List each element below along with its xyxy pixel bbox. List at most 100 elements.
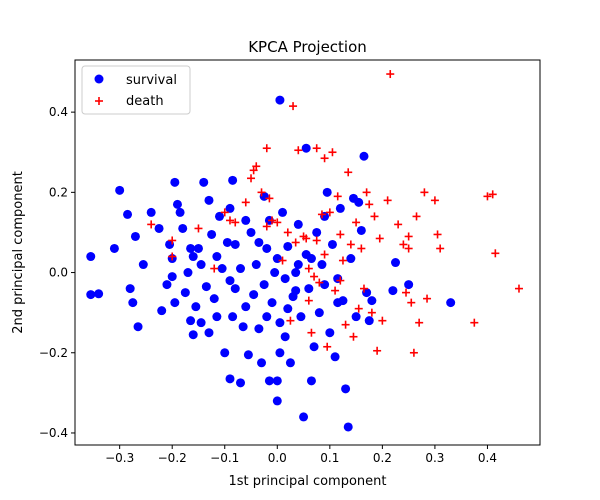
survival-point (225, 203, 235, 213)
y-axis-label: 2nd principal component (11, 171, 26, 334)
survival-point (359, 151, 369, 161)
death-point (415, 318, 424, 327)
death-point (436, 244, 445, 253)
survival-point (341, 384, 351, 394)
survival-point (207, 229, 217, 239)
death-point (310, 272, 319, 281)
survival-point (228, 312, 238, 322)
survival-point (193, 243, 203, 253)
death-point (412, 212, 421, 221)
death-point (375, 234, 384, 243)
death-point (373, 346, 382, 355)
survival-point (356, 225, 366, 235)
death-point (317, 210, 326, 219)
death-point (168, 252, 177, 261)
x-tick-label: 0.0 (268, 451, 287, 465)
death-point (365, 200, 374, 209)
death-point (346, 240, 355, 249)
survival-point (191, 302, 201, 312)
death-point (336, 230, 345, 239)
survival-point (291, 286, 301, 296)
survival-point (146, 207, 156, 217)
survival-point (309, 342, 319, 352)
survival-point (280, 274, 290, 284)
survival-point (254, 237, 264, 247)
death-point (312, 144, 321, 153)
survival-point (280, 332, 290, 342)
survival-point (123, 209, 133, 219)
survival-point (170, 298, 180, 308)
survival-point (214, 211, 224, 221)
survival-point (157, 306, 167, 316)
death-point (433, 230, 442, 239)
survival-point (183, 268, 193, 278)
legend-death-label: death (126, 94, 164, 109)
death-point (362, 188, 371, 197)
survival-point (351, 312, 361, 322)
survival-point (172, 199, 182, 209)
death-point (315, 278, 324, 287)
death-point (302, 234, 311, 243)
survival-point (272, 254, 282, 264)
survival-point (391, 258, 401, 268)
death-point (325, 208, 334, 217)
death-point (286, 316, 295, 325)
death-point (210, 264, 219, 273)
x-tick-label: 0.4 (478, 451, 497, 465)
death-point (336, 276, 345, 285)
death-point (262, 222, 271, 231)
death-point (247, 174, 256, 183)
legend-survival-marker (94, 74, 104, 84)
survival-point (212, 252, 222, 262)
survival-point (296, 312, 306, 322)
survival-point (312, 227, 322, 237)
survival-point (272, 396, 282, 406)
survival-point (275, 348, 285, 358)
survival-point (130, 231, 140, 241)
survival-point (262, 243, 272, 253)
survival-point (188, 252, 198, 262)
survival-point (222, 237, 232, 247)
death-point (262, 144, 271, 153)
death-point (407, 298, 416, 307)
survival-point (225, 374, 235, 384)
plot-frame (74, 59, 541, 446)
survival-point (204, 195, 214, 205)
death-point (194, 224, 203, 233)
death-point (341, 320, 350, 329)
x-axis-label: 1st principal component (229, 474, 387, 489)
survival-point (338, 296, 348, 306)
y-tick-label: 0.0 (49, 266, 68, 280)
survival-point (306, 376, 316, 386)
death-point (283, 228, 292, 237)
survival-point (343, 422, 353, 432)
survival-point (109, 243, 119, 253)
survival-point (251, 260, 261, 270)
death-point (344, 168, 353, 177)
death-point (273, 218, 282, 227)
survival-point (327, 239, 337, 249)
death-point (367, 308, 376, 317)
death-point (378, 316, 387, 325)
survival-point (293, 219, 303, 229)
survival-point (367, 296, 377, 306)
death-point (231, 218, 240, 227)
series-survival (86, 95, 456, 432)
survival-point (388, 286, 398, 296)
death-point (320, 250, 329, 259)
survival-point (220, 348, 230, 358)
death-point (423, 294, 432, 303)
death-point (491, 249, 500, 258)
survival-point (346, 254, 356, 264)
y-tick-label: 0.2 (49, 185, 68, 199)
x-tick-label: 0.1 (320, 451, 339, 465)
legend-death-marker (95, 97, 103, 105)
death-point (307, 328, 316, 337)
death-point (354, 304, 363, 313)
death-point (312, 236, 321, 245)
x-tick-label: −0.1 (210, 451, 239, 465)
survival-point (175, 207, 185, 217)
death-point (352, 218, 361, 227)
survival-point (272, 376, 282, 386)
